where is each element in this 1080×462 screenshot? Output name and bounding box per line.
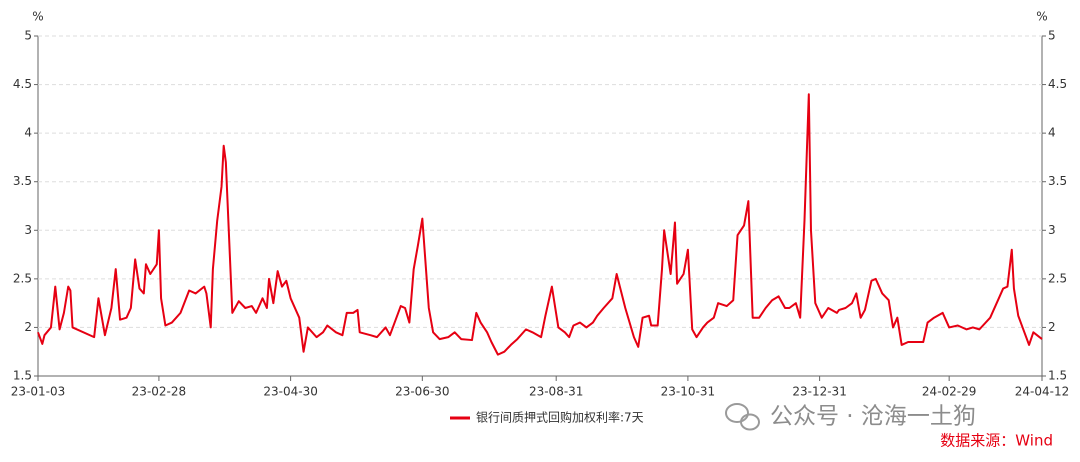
source: 数据来源：Wind [940,432,1053,450]
y-tick-label: 2 [24,320,32,334]
y2-tick-label: 5 [1048,29,1056,43]
watermark: 公众号 · 沧海一土狗 [770,404,976,430]
y-tick-label: 1.5 [13,369,32,383]
legend-label: 银行间质押式回购加权利率:7天 [476,410,644,425]
y2-tick-label: 1.5 [1048,369,1067,383]
y-tick-label: 2.5 [13,271,32,285]
series-line [37,93,1043,356]
watermark-icon [725,403,760,431]
y2-tick-label: 3.5 [1048,174,1067,188]
y-tick-label: 4.5 [13,77,32,91]
y-unit: % [32,10,43,24]
y-tick-label: 3 [24,223,32,237]
x-tick-label: 23-12-31 [792,385,846,399]
y2-tick-label: 2 [1048,320,1056,334]
x-tick-label: 23-08-31 [529,385,583,399]
y2-unit: % [1036,10,1047,24]
y2-tick-label: 4.5 [1048,77,1067,91]
x-tick-label: 23-04-30 [263,385,317,399]
y2-tick-label: 3 [1048,223,1056,237]
y2-tick-label: 2.5 [1048,271,1067,285]
x-tick-label: 23-02-28 [132,385,186,399]
x-tick-label: 24-04-12 [1015,385,1069,399]
y-tick-label: 5 [24,29,32,43]
x-tick-label: 24-02-29 [922,385,976,399]
x-tick-label: 23-10-31 [661,385,715,399]
y-tick-label: 4 [24,126,32,140]
x-tick-label: 23-01-03 [11,385,65,399]
y2-tick-label: 4 [1048,126,1056,140]
x-tick-label: 23-06-30 [395,385,449,399]
y-tick-label: 3.5 [13,174,32,188]
